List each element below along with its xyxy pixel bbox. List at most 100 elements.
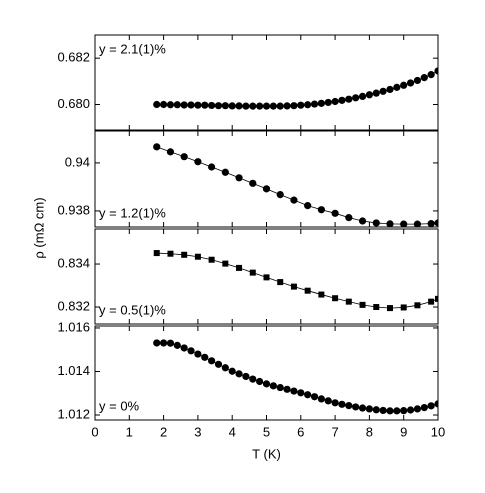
data-point — [420, 74, 428, 82]
data-point — [400, 304, 407, 311]
data-point — [242, 102, 250, 110]
data-point — [317, 206, 325, 214]
data-point — [153, 250, 160, 257]
data-point — [262, 185, 271, 193]
y-tick-label: 0.680 — [57, 96, 90, 111]
data-point — [365, 91, 373, 99]
data-point — [187, 347, 195, 355]
data-point — [249, 179, 257, 187]
data-point — [290, 102, 298, 110]
annotation: y = 1.2(1)% — [99, 205, 166, 220]
data-point — [358, 217, 367, 225]
y-tick-label: 0.834 — [57, 255, 90, 270]
data-point — [194, 350, 202, 358]
data-point — [167, 250, 174, 257]
data-point — [283, 385, 291, 393]
data-point — [332, 295, 339, 302]
data-point — [221, 364, 229, 372]
data-point — [324, 397, 332, 405]
data-point — [214, 360, 223, 368]
data-point — [263, 274, 270, 281]
data-point — [290, 283, 297, 290]
data-point — [345, 95, 353, 103]
data-point — [310, 393, 319, 401]
annotation: y = 0.5(1)% — [99, 302, 166, 317]
data-point — [249, 269, 256, 276]
data-point — [276, 383, 284, 392]
markers — [153, 67, 438, 110]
x-tick-label: 7 — [331, 424, 338, 439]
data-point — [201, 353, 209, 361]
data-point — [379, 406, 387, 415]
data-point — [228, 102, 236, 110]
data-point — [262, 380, 271, 388]
data-point — [173, 341, 181, 349]
data-point — [400, 407, 408, 415]
x-tick-label: 8 — [366, 424, 373, 439]
data-point — [318, 291, 325, 298]
data-line — [156, 146, 438, 225]
x-tick-label: 1 — [126, 424, 133, 439]
data-point — [276, 102, 284, 110]
x-tick-label: 4 — [229, 424, 236, 439]
data-point — [235, 174, 243, 182]
y-tick-label: 0.682 — [57, 50, 90, 65]
data-point — [345, 214, 353, 222]
data-point — [386, 407, 394, 415]
data-point — [173, 101, 181, 109]
data-point — [194, 101, 202, 109]
data-point — [153, 100, 161, 109]
y-tick-label: 0.94 — [65, 154, 90, 169]
data-point — [277, 279, 284, 286]
data-point — [166, 101, 175, 109]
data-point — [434, 219, 438, 227]
data-point — [352, 94, 360, 102]
x-tick-label: 0 — [91, 424, 98, 439]
markers — [153, 339, 438, 415]
x-tick-label: 3 — [194, 424, 201, 439]
data-point — [221, 102, 229, 110]
annotation: y = 2.1(1)% — [99, 41, 166, 56]
data-point — [427, 220, 435, 227]
data-point — [386, 85, 394, 94]
data-point — [276, 191, 284, 199]
data-point — [228, 367, 236, 375]
data-point — [393, 83, 401, 91]
x-tick-label: 6 — [297, 424, 304, 439]
data-point — [386, 220, 394, 227]
data-point — [304, 202, 312, 210]
data-point — [187, 101, 195, 109]
data-point — [414, 302, 421, 309]
data-point — [413, 76, 422, 85]
data-point — [435, 295, 438, 302]
y-axis-label: ρ (mΩ cm) — [31, 197, 46, 258]
data-point — [358, 404, 367, 412]
data-point — [180, 153, 188, 161]
data-point — [153, 143, 161, 151]
data-point — [201, 101, 209, 109]
y-tick-label: 1.012 — [57, 406, 90, 421]
x-tick-label: 5 — [263, 424, 270, 439]
data-point — [166, 148, 175, 156]
markers — [153, 143, 438, 227]
data-point — [427, 402, 435, 410]
data-point — [304, 391, 312, 399]
data-point — [338, 400, 346, 408]
data-point — [214, 102, 223, 110]
data-point — [317, 99, 325, 107]
data-point — [153, 339, 161, 347]
data-point — [310, 100, 319, 108]
data-point — [400, 220, 408, 227]
x-axis-label: T (K) — [252, 446, 281, 461]
data-point — [331, 97, 339, 106]
data-point — [181, 251, 188, 258]
data-point — [290, 196, 298, 204]
data-point — [317, 395, 325, 403]
data-point — [160, 339, 168, 347]
data-point — [180, 344, 188, 352]
data-point — [331, 399, 339, 407]
y-tick-label: 0.938 — [57, 202, 90, 217]
data-point — [393, 407, 401, 415]
data-point — [338, 96, 346, 104]
